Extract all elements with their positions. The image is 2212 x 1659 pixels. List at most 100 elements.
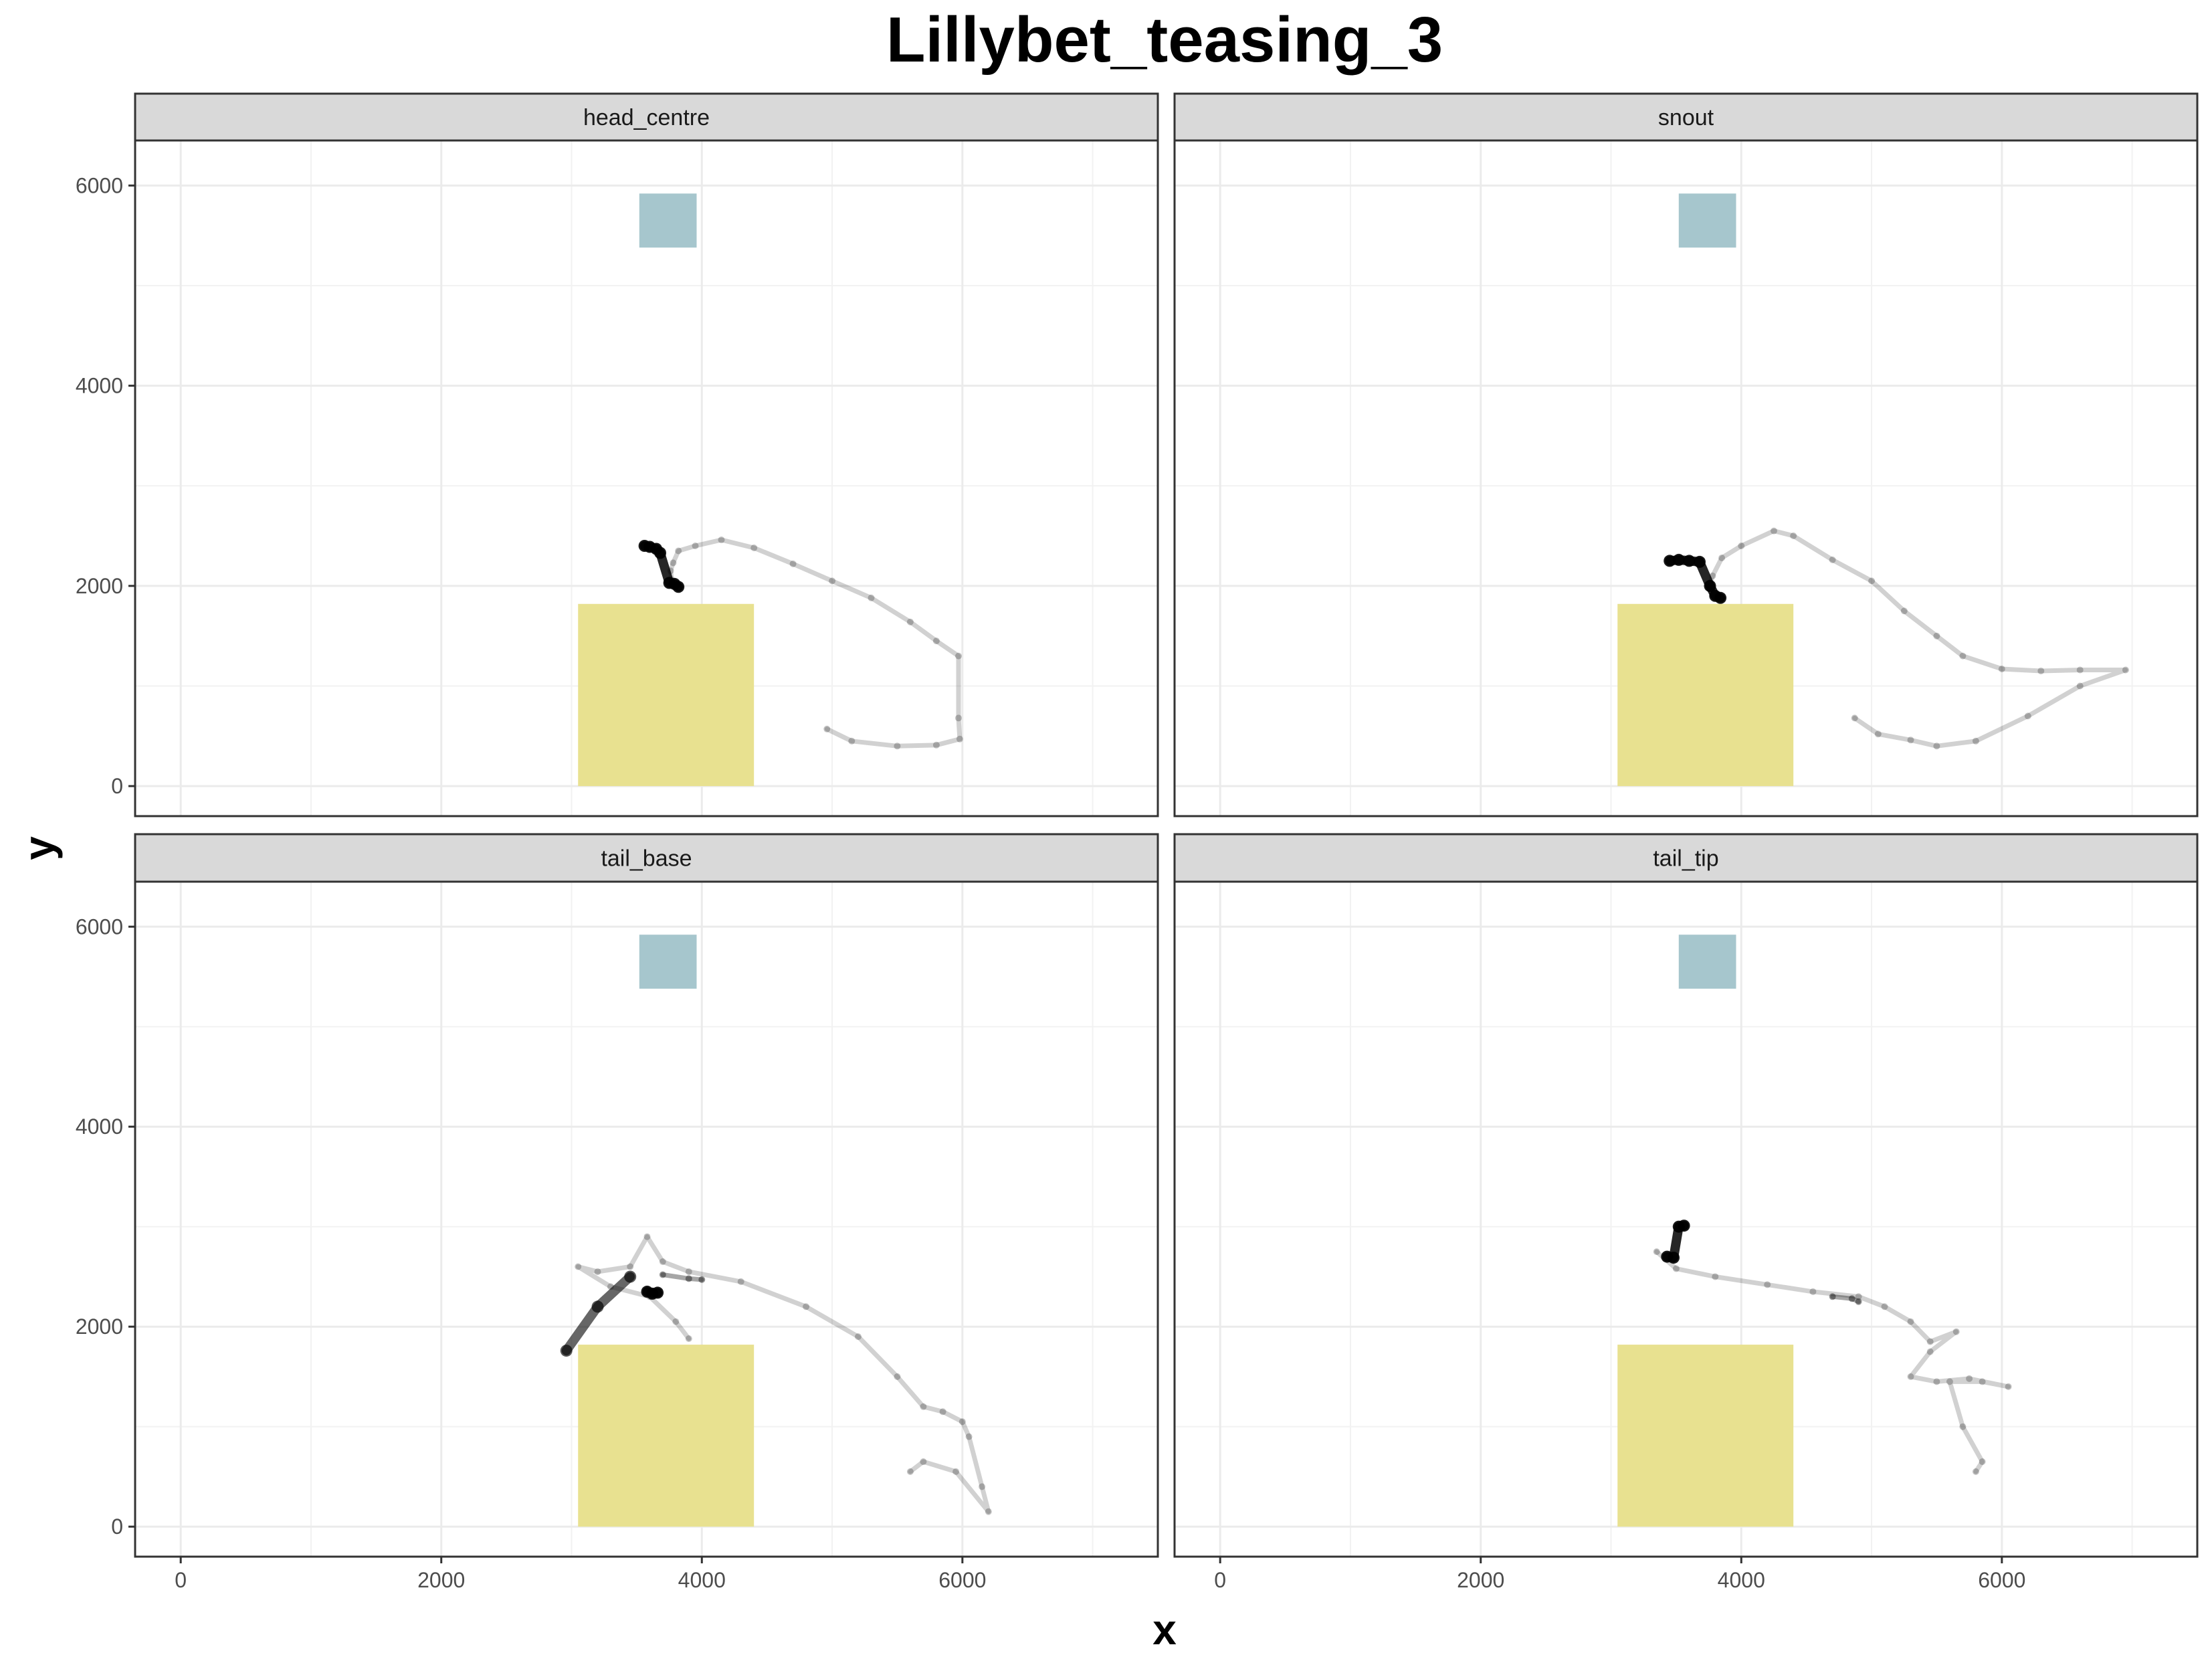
x-tick-label: 2000: [1457, 1568, 1504, 1592]
y-tick-label: 4000: [76, 374, 123, 398]
facet-panel-snout: snout: [1173, 92, 2199, 817]
track-point: [906, 1468, 914, 1475]
x-tick-label: 0: [175, 1568, 187, 1592]
track-point: [1926, 1348, 1934, 1355]
strip-label: tail_tip: [1653, 846, 1718, 872]
y-tick-label: 2000: [76, 574, 123, 598]
chart-title: Lillybet_teasing_3: [886, 4, 1443, 76]
track-point: [952, 1468, 960, 1475]
track-point: [1653, 1248, 1660, 1256]
track-point: [685, 1268, 692, 1275]
facet-panels: head_centre 0 2000 4000 6000 snout tail_base 0 2…: [76, 92, 2199, 1592]
track-point: [2037, 668, 2045, 674]
strip-label: tail_base: [601, 846, 692, 872]
track-point: [803, 1303, 810, 1310]
track-point: [685, 1275, 692, 1282]
zone-rect-small: [639, 193, 697, 248]
track-point: [1771, 527, 1777, 534]
track-point: [959, 1418, 966, 1426]
y-tick-label: 0: [111, 1515, 123, 1539]
track-point: [2122, 666, 2129, 674]
zone-rect-large: [1617, 603, 1794, 787]
track-point: [1959, 1423, 1967, 1430]
track-point: [1855, 1298, 1862, 1305]
track-point: [1979, 1458, 1986, 1465]
facet-panel-tail-base: tail_base 0 2000 4000 6000 0 2000 4000 6000: [76, 833, 1159, 1592]
track-point: [1881, 1303, 1888, 1310]
track-point: [670, 559, 677, 567]
track-point: [654, 547, 666, 559]
track-point: [672, 581, 685, 593]
track-point: [920, 1403, 927, 1410]
strip-background: [134, 833, 1159, 883]
track-point: [1712, 1273, 1719, 1280]
track-point: [1972, 1468, 1979, 1475]
track-point: [698, 1276, 706, 1283]
facet-panel-tail-tip: tail_tip 0 2000 4000 6000: [1173, 833, 2199, 1592]
track-point: [643, 1233, 651, 1240]
zone-rect-large: [578, 603, 755, 787]
track-point: [1790, 532, 1797, 539]
track-line: [1654, 1249, 2011, 1474]
track-point: [1738, 543, 1745, 549]
x-tick-label: 2000: [417, 1568, 465, 1592]
track-point: [823, 725, 831, 733]
zone-rect-small: [1678, 193, 1736, 248]
y-axis-title: y: [15, 836, 63, 860]
track-point: [829, 577, 836, 585]
track-point: [789, 560, 797, 567]
track-point: [627, 1263, 634, 1270]
track-point: [1952, 1328, 1960, 1335]
track-point: [1809, 1288, 1817, 1295]
x-tick-label: 6000: [938, 1568, 986, 1592]
track-line: [1830, 1294, 1862, 1304]
track-point: [1979, 1378, 1986, 1385]
track-point: [685, 1335, 692, 1343]
track-point: [894, 743, 901, 750]
track-point: [1972, 737, 1979, 745]
track-point: [1664, 555, 1676, 567]
track-point: [1683, 555, 1696, 567]
track-point: [1714, 591, 1727, 604]
track-point: [672, 1318, 680, 1325]
track-point: [750, 545, 758, 551]
track-point: [1764, 1281, 1771, 1288]
track-point: [932, 741, 940, 749]
zone-rect-small: [1678, 935, 1736, 989]
track-point: [1946, 1378, 1953, 1385]
track-point: [594, 1268, 601, 1275]
track-point: [939, 1408, 946, 1416]
track-point: [1907, 1373, 1914, 1380]
zone-rect-large: [578, 1345, 755, 1527]
track-point: [1718, 555, 1726, 561]
track-point: [2005, 1383, 2012, 1390]
track-point: [955, 652, 962, 660]
track-point: [651, 1286, 664, 1299]
facet-panel-head-centre: head_centre 0 2000 4000 6000: [76, 92, 1159, 817]
track-point: [591, 1300, 604, 1313]
track-point: [737, 1278, 744, 1285]
track-line: [575, 1234, 991, 1515]
track-point: [1926, 1338, 1934, 1345]
track-point: [1907, 1318, 1914, 1325]
strip-label: head_centre: [583, 105, 710, 130]
track-point: [855, 1333, 862, 1341]
track-point: [1829, 556, 1836, 563]
track-point: [1933, 1378, 1940, 1385]
track-point: [1874, 730, 1882, 738]
track-point: [1694, 555, 1706, 568]
track-point: [624, 1270, 637, 1283]
track-point: [979, 1483, 986, 1490]
x-tick-label: 4000: [1718, 1568, 1765, 1592]
strip-background: [134, 92, 1159, 142]
strip-background: [1173, 92, 2199, 142]
y-tick-label: 6000: [76, 173, 123, 197]
track-point: [955, 714, 962, 722]
track-point: [2076, 666, 2084, 674]
zone-rect-large: [1617, 1345, 1794, 1527]
track-point: [1907, 737, 1914, 744]
track-point: [1829, 1293, 1836, 1300]
track-point: [675, 547, 682, 555]
track-point: [659, 1258, 666, 1265]
